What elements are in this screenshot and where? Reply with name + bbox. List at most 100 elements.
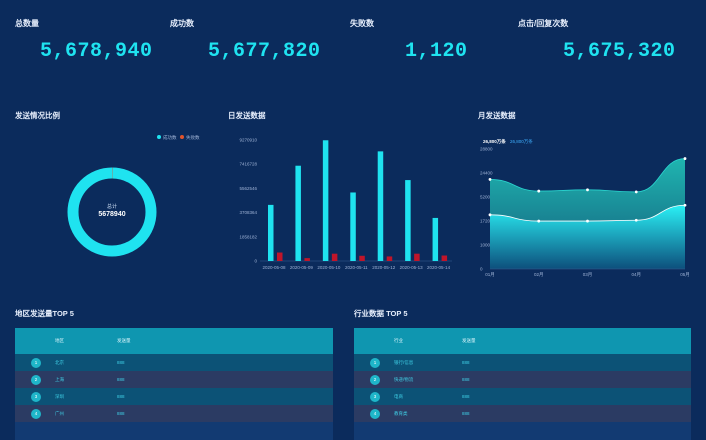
area-point-series-1 [488,178,492,181]
bar-secondary-2 [331,253,338,261]
area-y-tick: 17200 [480,219,493,224]
region-table: 地区 发送量 1 北京 888 2 上海 888 3 深圳 888 4 广州 888 [15,328,333,440]
row-value: 888 [462,394,470,399]
row-name: 上海 [55,377,64,382]
table-row[interactable]: 3 深圳 888 [15,388,333,405]
industry-table: 行业 发送量 1 银行/信息 888 2 快递/物流 888 3 电商 888 4 教育类 888 [354,328,691,440]
ratio-title: 发送情况比例 [15,111,60,120]
kpi-fail-label: 失败数 [350,19,374,28]
area-point-series-1 [586,188,589,192]
bar-y-tick: 1858182 [239,234,257,239]
area-point-series-1 [537,189,541,193]
legend-label-success: 成功数 [163,134,177,141]
row-name: 教育类 [394,411,408,416]
bar-y-tick: 5562546 [239,186,257,191]
bar-x-tick: 2020-05-10 [317,265,341,270]
bar-y-tick: 7416728 [239,162,257,167]
area-x-tick: 05月 [680,272,690,278]
row-value: 888 [462,360,470,365]
bar-main-6 [432,217,439,261]
table-row[interactable]: 1 北京 888 [15,354,333,371]
bar-secondary-4 [386,256,393,261]
kpi-click-label: 点击/回复次数 [518,19,569,28]
row-name: 广州 [55,411,64,416]
daily-title: 日发送数据 [228,111,266,120]
bar-main-1 [295,165,301,261]
industry-header-industry: 行业 [394,338,403,343]
area-x-tick: 02月 [534,272,544,278]
row-name: 银行/信息 [394,360,414,365]
region-header-area: 地区 [55,338,64,343]
kpi-fail-value: 1,120 [405,40,468,63]
table-row[interactable]: 2 上海 888 [15,371,333,388]
bar-secondary-3 [359,255,365,261]
legend-marker-fail [180,135,184,139]
table-row[interactable]: 4 广州 888 [15,405,333,422]
donut-slice-fail [67,167,157,257]
ratio-donut-chart: 成功数 失败数 总计 5678940 [67,134,200,257]
row-value: 888 [462,411,470,416]
kpi-total-value: 5,678,940 [40,40,153,63]
industry-table-header: 行业 发送量 [354,328,691,354]
area-y-tick: 52000 [480,195,493,200]
rank-badge: 2 [31,374,41,385]
monthly-area-chart: 26,800万条 26,800万条 0 10000 17200 52000 24400 2… [480,138,690,278]
row-value: 888 [462,377,470,382]
bar-main-3 [350,192,356,261]
region-table-header: 地区 发送量 [15,328,333,354]
rank-badge: 4 [370,408,380,419]
legend-marker-success [157,135,161,139]
area-point-series-2 [683,203,687,207]
area-point-series-1 [683,157,687,160]
area-x-tick: 01月 [485,272,495,278]
row-value: 888 [117,377,125,382]
row-name: 北京 [55,360,64,365]
bar-x-tick: 2020-05-08 [262,265,286,270]
table-row[interactable]: 4 教育类 888 [354,405,691,422]
area-x-tick: 03月 [583,272,593,278]
donut-legend: 成功数 失败数 [157,134,200,141]
legend-label-fail: 失败数 [186,134,200,141]
bar-x-tick: 2020-05-11 [345,265,368,270]
rank-badge: 4 [31,408,41,419]
area-y-tick: 28800 [480,147,493,152]
row-name: 深圳 [55,394,64,399]
bar-secondary-6 [441,255,448,261]
bar-secondary-5 [414,253,420,261]
kpi-click-value: 5,675,320 [563,40,676,63]
table-row[interactable]: 3 电商 888 [354,388,691,405]
area-y-tick: 24400 [480,171,493,176]
area-point-series-2 [634,218,638,222]
industry-header-count: 发送量 [462,338,476,343]
bar-secondary-1 [304,258,310,261]
kpi-total-label: 总数量 [15,19,39,28]
table-row[interactable]: 2 快递/物流 888 [354,371,691,388]
area-point-series-2 [586,219,589,223]
area-y-tick: 10000 [480,243,493,248]
area-legend-label-1: 26,800万条 [483,138,506,145]
bar-x-tick: 2020-05-12 [372,265,396,270]
industry-title: 行业数据 TOP 5 [354,309,408,318]
donut-center-value: 5678940 [98,211,125,218]
area-legend-label-2: 26,800万条 [510,138,533,145]
bar-secondary-0 [277,252,283,261]
rank-badge: 3 [31,391,41,402]
row-name: 快递/物流 [394,377,414,382]
donut-center-label: 总计 [107,203,117,210]
area-point-series-1 [634,190,638,194]
kpi-success-label: 成功数 [170,19,194,28]
bar-y-tick: 9270910 [239,138,257,143]
area-point-series-2 [488,213,492,217]
kpi-success-value: 5,677,820 [208,40,321,63]
bar-main-0 [268,204,274,261]
monthly-title: 月发送数据 [478,111,516,120]
bar-x-tick: 2020-05-13 [400,265,424,270]
daily-bar-chart: 0 1858182 3708364 5562546 7416728 9270910 202… [239,138,452,270]
rank-badge: 1 [31,357,41,368]
region-title: 地区发送量TOP 5 [15,309,74,318]
bar-main-4 [377,151,384,261]
area-legend: 26,800万条 26,800万条 [483,138,533,145]
bar-x-tick: 2020-05-14 [427,265,451,270]
table-row[interactable]: 1 银行/信息 888 [354,354,691,371]
area-point-series-2 [537,219,541,223]
